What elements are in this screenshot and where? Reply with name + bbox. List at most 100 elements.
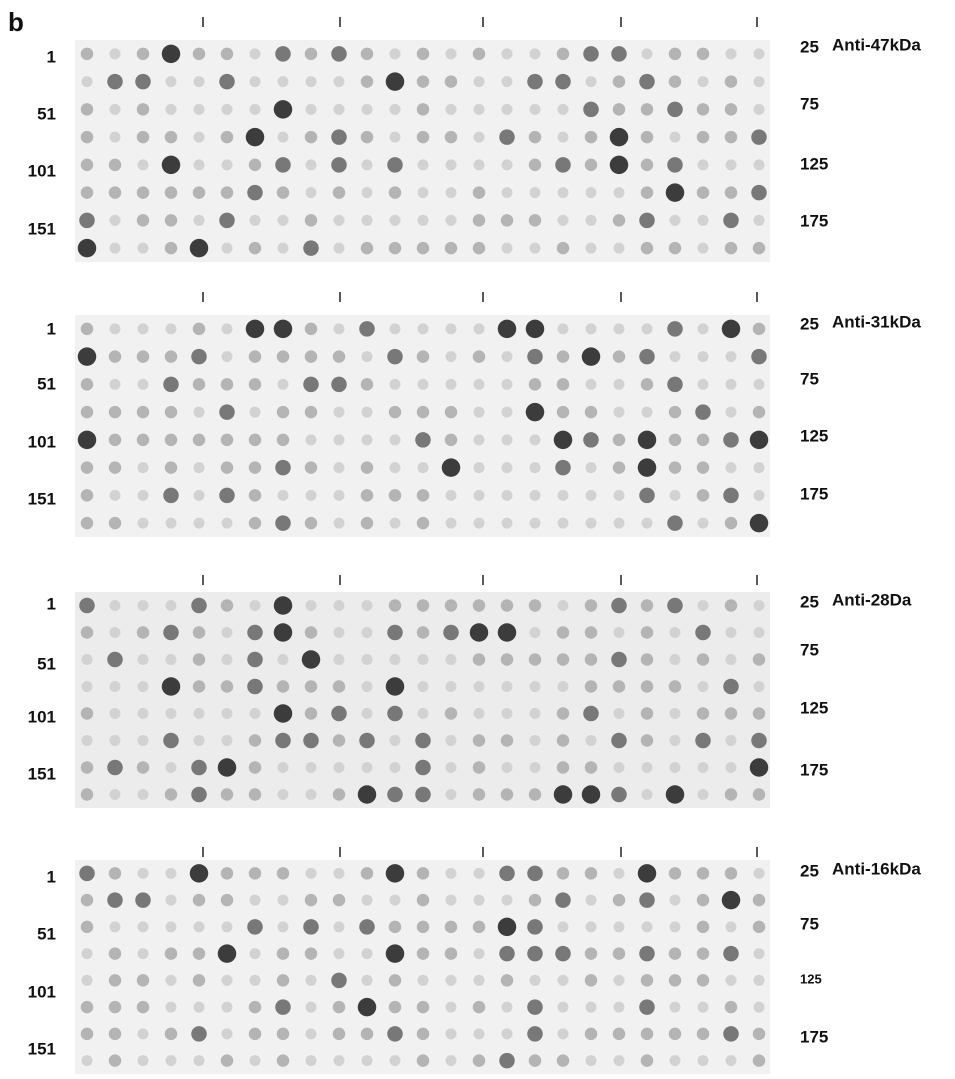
blot-dot: [249, 48, 261, 60]
blot-dot: [332, 186, 346, 199]
blot-dot: [80, 920, 94, 934]
blot-dot: [613, 1001, 625, 1013]
blot-dot: [472, 1054, 486, 1067]
blot-dot: [79, 865, 95, 882]
blot-dot: [275, 732, 291, 749]
blot-dot: [668, 974, 682, 987]
blot-dot: [555, 459, 571, 476]
blot-dot: [753, 627, 765, 638]
blot-dot: [273, 596, 293, 615]
blot-dot: [581, 347, 601, 366]
blot-dot: [527, 919, 543, 935]
blot-dot: [585, 187, 597, 199]
blot-dot: [553, 430, 573, 450]
blot-dot: [501, 894, 513, 906]
blot-dot: [529, 48, 541, 60]
blot-dot: [723, 432, 739, 448]
blot-dot: [473, 867, 485, 879]
blot-dot: [333, 103, 345, 115]
blot-dot: [164, 461, 178, 474]
blot-dot: [80, 461, 94, 474]
blot-dot: [753, 378, 765, 390]
blot-dot: [361, 1055, 373, 1067]
blot-dot: [556, 653, 570, 666]
blot-dot: [387, 1026, 403, 1042]
blot-dot: [472, 653, 486, 666]
blot-dot: [501, 48, 513, 60]
blot-dot: [359, 732, 375, 749]
blot-dot: [108, 433, 122, 447]
blot-dot: [137, 1055, 149, 1067]
blot-dot: [305, 103, 317, 115]
blot-dot: [388, 974, 402, 987]
blot-dot: [724, 241, 738, 255]
blot-dot: [80, 158, 94, 172]
blot-dot: [165, 76, 177, 88]
blot-dot: [304, 680, 318, 693]
blot-dot: [639, 487, 655, 504]
blot-dot: [472, 186, 486, 199]
blot-dot: [360, 378, 374, 391]
blot-dot: [220, 599, 234, 612]
blot-dot: [639, 999, 655, 1015]
blot-dot: [751, 184, 767, 201]
blot-dot: [109, 378, 121, 390]
blot-dot: [753, 1001, 765, 1013]
blot-dot: [108, 516, 122, 530]
blot-dot: [192, 433, 206, 447]
blot-dot: [136, 47, 150, 61]
blot-dot: [273, 623, 293, 642]
blot-dot: [361, 708, 373, 719]
blot-dot: [80, 893, 94, 907]
blot-dot: [249, 974, 261, 986]
blot-dot: [473, 708, 485, 719]
blot-dot: [609, 127, 629, 147]
blot-dot: [192, 947, 206, 960]
blot-dot: [333, 654, 345, 665]
blot-dot: [220, 461, 234, 474]
blot-dot: [473, 323, 485, 335]
blot-dot: [668, 47, 682, 61]
blot-dot: [585, 378, 597, 390]
blot-membrane: [75, 592, 770, 808]
blot-dot: [445, 187, 457, 199]
blot-dot: [275, 999, 291, 1015]
blot-dot: [501, 187, 513, 199]
blot-dot: [305, 1055, 317, 1067]
blot-dot: [695, 732, 711, 749]
blot-dot: [80, 186, 94, 199]
blot-dot: [444, 707, 458, 720]
blot-dot: [389, 762, 401, 773]
blot-dot: [639, 73, 655, 90]
blot-dot: [527, 1026, 543, 1042]
blot-dot: [416, 516, 430, 530]
blot-dot: [640, 158, 654, 172]
blot-dot: [445, 762, 457, 773]
blot-dot: [416, 405, 430, 419]
blot-dot: [415, 432, 431, 448]
blot-dot: [640, 241, 654, 255]
blot-dot: [501, 103, 513, 115]
blot-dot: [221, 517, 233, 529]
blot-dot: [584, 947, 598, 960]
blot-dot: [417, 159, 429, 171]
blot-dot: [165, 894, 177, 906]
blot-dot: [697, 789, 709, 800]
blot-dot: [221, 351, 233, 363]
blot-dot: [192, 653, 206, 666]
blot-dot: [585, 323, 597, 335]
blot-dot: [333, 242, 345, 254]
blot-dot: [752, 405, 766, 419]
row-label-left: 151: [28, 764, 56, 783]
blot-dot: [136, 974, 150, 987]
row-label-right: 125: [800, 154, 828, 173]
blot-dot: [277, 489, 289, 501]
blot-dot: [135, 73, 151, 90]
blot-dot: [276, 433, 290, 447]
blot-dot: [499, 865, 515, 882]
blot-dot: [221, 242, 233, 254]
blot-dot: [529, 974, 541, 986]
blot-dot: [357, 785, 377, 804]
blot-dot: [696, 433, 710, 447]
blot-dot: [249, 708, 261, 719]
